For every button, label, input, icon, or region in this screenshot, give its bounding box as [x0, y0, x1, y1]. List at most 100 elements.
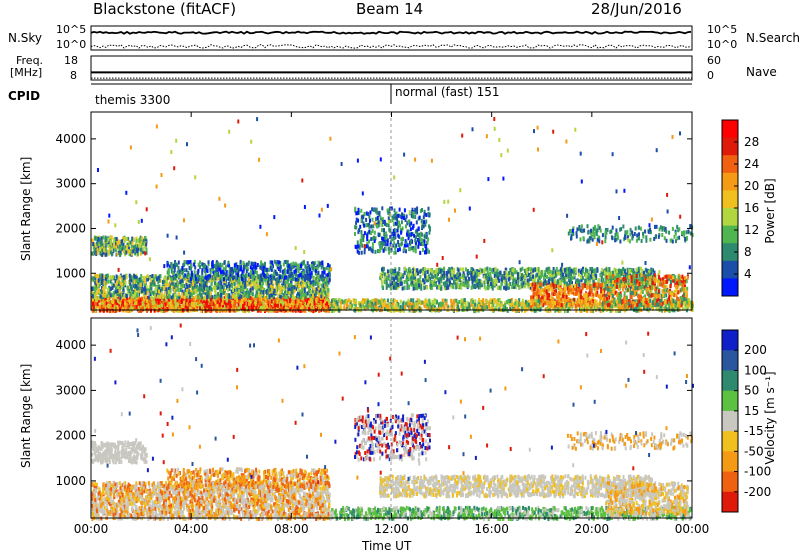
heatmap-cell [240, 260, 242, 264]
heatmap-cell [277, 304, 279, 308]
heatmap-cell [276, 281, 278, 285]
heatmap-cell [250, 284, 252, 288]
heatmap-cell [210, 301, 212, 305]
heatmap-cell [174, 300, 176, 304]
heatmap-cell [234, 268, 236, 272]
heatmap-cell [140, 252, 142, 256]
heatmap-cell [482, 298, 484, 302]
heatmap-cell [206, 295, 208, 299]
heatmap-cell [248, 294, 250, 298]
heatmap-cell [499, 304, 501, 308]
heatmap-cell [428, 299, 430, 303]
heatmap-cell [109, 275, 111, 279]
heatmap-cell [97, 237, 99, 241]
heatmap-cell [132, 241, 134, 245]
heatmap-cell [175, 262, 177, 266]
nsky-trace [91, 32, 691, 34]
heatmap-cell [220, 293, 222, 297]
heatmap-cell [274, 304, 276, 308]
heatmap-cell [256, 271, 258, 275]
heatmap-cell [229, 309, 231, 313]
heatmap-cell [217, 292, 219, 296]
heatmap-cell [137, 239, 139, 243]
heatmap-cell [140, 283, 142, 287]
heatmap-cell [112, 293, 114, 297]
heatmap-cell [205, 287, 207, 291]
heatmap-cell [232, 288, 234, 292]
heatmap-cell [302, 284, 304, 288]
heatmap-cell [289, 274, 291, 278]
heatmap-cell [299, 303, 301, 307]
heatmap-cell [273, 291, 275, 295]
heatmap-cell [185, 292, 187, 296]
heatmap-cell [220, 285, 222, 289]
heatmap-cell [232, 276, 234, 280]
heatmap-cell [173, 306, 175, 310]
heatmap-cell [94, 237, 96, 241]
heatmap-cell [283, 263, 285, 267]
heatmap-cell [116, 275, 118, 279]
heatmap-cell [103, 248, 105, 252]
heatmap-cell [134, 305, 136, 309]
heatmap-cell [217, 261, 219, 265]
heatmap-cell [306, 269, 308, 273]
heatmap-cell [202, 289, 204, 293]
heatmap-cell [230, 267, 232, 271]
heatmap-cell [199, 265, 201, 269]
heatmap-cell [400, 305, 402, 309]
heatmap-cell [113, 244, 115, 248]
heatmap-cell [554, 309, 556, 313]
heatmap-cell [172, 299, 174, 303]
heatmap-cell [252, 278, 254, 282]
heatmap-cell [282, 281, 284, 285]
heatmap-cell [219, 302, 221, 306]
heatmap-cell [201, 304, 203, 308]
heatmap-cell [141, 289, 143, 293]
heatmap-cell [174, 265, 176, 269]
heatmap-cell [125, 281, 127, 285]
heatmap-cell [306, 275, 308, 279]
heatmap-cell [205, 276, 207, 280]
heatmap-cell [197, 271, 199, 275]
heatmap-cell [254, 262, 256, 266]
heatmap-cell [281, 275, 283, 279]
heatmap-cell [417, 302, 419, 306]
heatmap-cell [117, 289, 119, 293]
heatmap-cell [147, 291, 149, 295]
heatmap-cell [246, 294, 248, 298]
heatmap-cell [231, 284, 233, 288]
heatmap-cell [199, 277, 201, 281]
heatmap-cell [102, 236, 104, 240]
heatmap-cell [211, 281, 213, 285]
heatmap-cell [97, 283, 99, 287]
heatmap-cell [349, 299, 351, 303]
heatmap-cell [300, 264, 302, 268]
heatmap-cell [218, 267, 220, 271]
heatmap-cell [269, 277, 271, 281]
heatmap-cell [260, 260, 262, 264]
heatmap-cell [260, 266, 262, 270]
heatmap-cell [258, 274, 260, 278]
heatmap-cell [154, 309, 156, 313]
heatmap-cell [228, 282, 230, 286]
heatmap-cell [115, 300, 117, 304]
heatmap-cell [525, 300, 527, 304]
heatmap-cell [412, 298, 414, 302]
heatmap-cell [95, 298, 97, 302]
heatmap-cell [289, 297, 291, 301]
heatmap-cell [110, 250, 112, 254]
heatmap-cell [265, 275, 267, 279]
heatmap-cell [225, 293, 227, 297]
heatmap-cell [179, 280, 181, 284]
heatmap-cell [240, 295, 242, 299]
heatmap-cell [108, 244, 110, 248]
heatmap-cell [262, 281, 264, 285]
heatmap-cell [220, 298, 222, 302]
heatmap-cell [186, 260, 188, 264]
heatmap-cell [344, 300, 346, 304]
heatmap-cell [343, 306, 345, 310]
heatmap-cell [101, 277, 103, 281]
heatmap-cell [277, 277, 279, 281]
heatmap-cell [105, 253, 107, 257]
heatmap-cell [271, 265, 273, 269]
